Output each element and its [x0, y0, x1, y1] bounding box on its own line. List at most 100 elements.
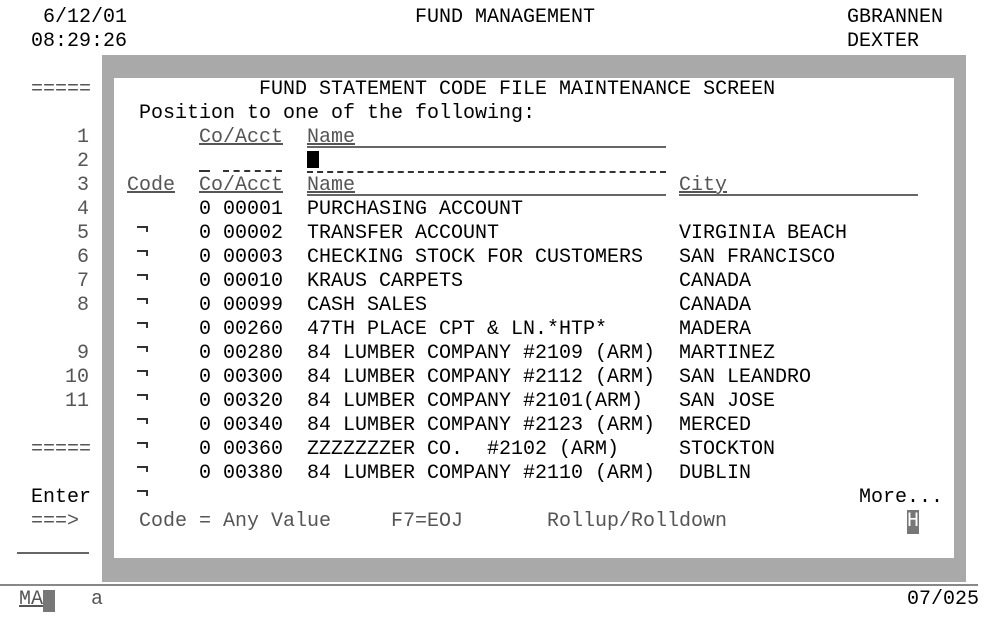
code-input[interactable] [137, 298, 148, 304]
name: CHECKING STOCK FOR CUSTOMERS [307, 246, 644, 269]
status-divider [0, 584, 978, 586]
code-column-header: Code [127, 174, 176, 197]
city: VIRGINIA BEACH [679, 222, 848, 245]
position-acct-input[interactable] [223, 170, 282, 176]
rollup-rolldown-hint: Rollup/Rolldown [547, 510, 728, 533]
line-number: 6 [76, 246, 89, 269]
name-header-underline [307, 146, 666, 148]
line-number: 11 [64, 390, 89, 413]
company: 0 [199, 222, 212, 245]
company: 0 [199, 342, 212, 365]
account: 00001 [223, 198, 284, 221]
company: 0 [199, 246, 212, 269]
account: 00320 [223, 390, 284, 413]
code-input[interactable] [137, 466, 148, 472]
account: 00260 [223, 318, 284, 341]
company: 0 [199, 198, 212, 221]
code-input[interactable] [137, 418, 148, 424]
block-cursor: H [907, 510, 920, 534]
name-column-header: Name [307, 174, 356, 197]
more-indicator: More... [859, 486, 944, 509]
code-input[interactable] [137, 442, 148, 448]
company: 0 [199, 390, 212, 413]
text-cursor [307, 151, 319, 168]
account: 00340 [223, 414, 284, 437]
company: 0 [199, 438, 212, 461]
system-name: DEXTER [847, 30, 920, 53]
city: MARTINEZ [679, 342, 776, 365]
position-coacct-header: Co/Acct [199, 126, 284, 149]
name: PURCHASING ACCOUNT [307, 198, 524, 221]
account: 00002 [223, 222, 284, 245]
line-number: 2 [76, 150, 89, 173]
name: 47TH PLACE CPT & LN.*HTP* [307, 318, 608, 341]
code-input[interactable] [137, 274, 148, 280]
status-indicator: a [91, 588, 104, 611]
city: MADERA [679, 318, 752, 341]
bottom-marker: ===== [31, 438, 92, 461]
code-input[interactable] [137, 370, 148, 376]
name: 84 LUMBER COMPANY #2101(ARM) [307, 390, 644, 413]
city: STOCKTON [679, 438, 776, 461]
position-name-header: Name [307, 126, 356, 149]
account: 00010 [223, 270, 284, 293]
app-title: FUND MANAGEMENT [415, 6, 596, 29]
account: 00380 [223, 462, 284, 485]
account: 00099 [223, 294, 284, 317]
city: MERCED [679, 414, 752, 437]
account: 00003 [223, 246, 284, 269]
line-number: 1 [76, 126, 89, 149]
position-prompt: Position to one of the following: [139, 102, 536, 125]
city: CANADA [679, 294, 752, 317]
window-body [114, 78, 954, 558]
line-number: 9 [76, 342, 89, 365]
city: SAN JOSE [679, 390, 776, 413]
city: SAN LEANDRO [679, 366, 812, 389]
f7-eoj-key[interactable]: F7=EOJ [391, 510, 464, 533]
date: 6/12/01 [43, 6, 128, 29]
city: SAN FRANCISCO [679, 246, 836, 269]
code-input[interactable] [137, 322, 148, 328]
command-input-line[interactable] [17, 552, 89, 554]
name: CASH SALES [307, 294, 428, 317]
name: TRANSFER ACCOUNT [307, 222, 500, 245]
top-marker: ===== [31, 78, 92, 101]
name: KRAUS CARPETS [307, 270, 464, 293]
company: 0 [199, 270, 212, 293]
company: 0 [199, 462, 212, 485]
name: 84 LUMBER COMPANY #2109 (ARM) [307, 342, 656, 365]
line-number: 3 [76, 174, 89, 197]
window-title: FUND STATEMENT CODE FILE MAINTENANCE SCR… [259, 78, 776, 101]
company: 0 [199, 414, 212, 437]
coacct-column-header: Co/Acct [199, 174, 284, 197]
time: 08:29:26 [31, 30, 128, 53]
code-input[interactable] [137, 226, 148, 232]
account: 00360 [223, 438, 284, 461]
code-hint: Code = Any Value [139, 510, 332, 533]
company: 0 [199, 366, 212, 389]
position-name-input[interactable] [307, 171, 666, 177]
city: DUBLIN [679, 462, 752, 485]
name: ZZZZZZZER CO. #2102 (ARM) [307, 438, 620, 461]
code-input[interactable] [137, 346, 148, 352]
code-input[interactable] [137, 490, 148, 496]
city-column-header: City [679, 174, 728, 197]
code-input[interactable] [137, 394, 148, 400]
name: 84 LUMBER COMPANY #2123 (ARM) [307, 414, 656, 437]
line-number: 5 [76, 222, 89, 245]
command-prompt: ===> [31, 510, 80, 533]
account: 00280 [223, 342, 284, 365]
line-number: 7 [76, 270, 89, 293]
enter-label[interactable]: Enter [31, 486, 92, 509]
cursor-position: 07/025 [907, 588, 980, 611]
line-number: 8 [76, 294, 89, 317]
position-co-input[interactable] [199, 170, 210, 176]
line-number: 4 [76, 198, 89, 221]
company: 0 [199, 318, 212, 341]
line-number: 10 [64, 366, 89, 389]
code-input[interactable] [137, 250, 148, 256]
user-id: GBRANNEN [847, 6, 944, 29]
name: 84 LUMBER COMPANY #2112 (ARM) [307, 366, 656, 389]
city-column-underline [679, 194, 918, 196]
name-column-underline [307, 194, 666, 196]
